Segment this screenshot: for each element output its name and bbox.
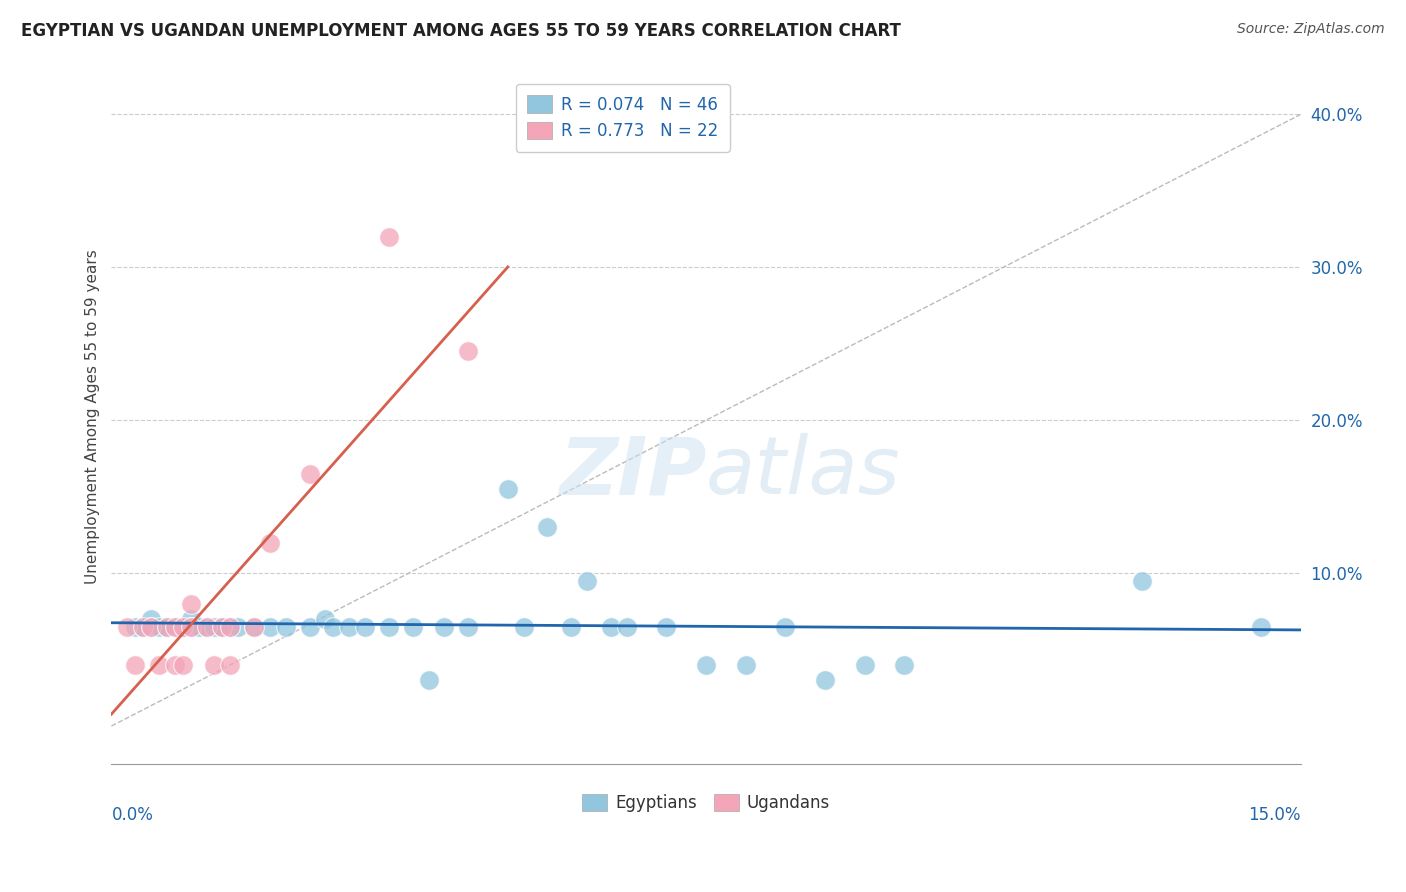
Point (139, 612, 162, 626)
Point (132, 620, 155, 634)
Point (156, 620, 179, 634)
Point (117, 620, 139, 634)
Point (655, 620, 678, 634)
Point (243, 620, 266, 634)
Point (139, 620, 162, 634)
Point (457, 344, 479, 359)
Point (734, 657, 756, 672)
Point (576, 574, 599, 588)
Point (148, 657, 170, 672)
Point (172, 657, 194, 672)
Point (187, 620, 209, 634)
Point (433, 620, 456, 634)
Point (457, 620, 479, 634)
Point (402, 620, 425, 634)
Text: 15.0%: 15.0% (1249, 806, 1301, 824)
Point (172, 620, 194, 634)
Point (195, 620, 218, 634)
Point (259, 535, 281, 549)
Point (211, 620, 233, 634)
Point (1250, 620, 1272, 634)
Point (204, 657, 226, 672)
Point (211, 620, 233, 634)
Point (172, 620, 194, 634)
Point (163, 620, 186, 634)
Point (599, 620, 621, 634)
Point (259, 620, 281, 634)
Point (337, 620, 360, 634)
Point (378, 620, 401, 634)
Point (418, 673, 440, 688)
Legend: Egyptians, Ugandans: Egyptians, Ugandans (575, 787, 837, 819)
Point (512, 620, 534, 634)
Point (496, 482, 519, 496)
Point (1130, 574, 1153, 588)
Point (132, 620, 155, 634)
Point (180, 597, 202, 611)
Point (695, 657, 717, 672)
Point (219, 657, 242, 672)
Point (195, 620, 218, 634)
Point (124, 620, 146, 634)
Point (322, 620, 344, 634)
Point (156, 620, 179, 634)
Point (560, 620, 582, 634)
Point (814, 673, 837, 688)
Point (139, 620, 162, 634)
Point (354, 620, 377, 634)
Point (180, 620, 202, 634)
Y-axis label: Unemployment Among Ages 55 to 59 years: Unemployment Among Ages 55 to 59 years (86, 249, 100, 583)
Point (536, 520, 558, 534)
Point (124, 657, 146, 672)
Point (298, 620, 321, 634)
Text: Source: ZipAtlas.com: Source: ZipAtlas.com (1237, 22, 1385, 37)
Point (180, 620, 202, 634)
Point (274, 620, 297, 634)
Point (243, 620, 266, 634)
Point (163, 620, 186, 634)
Text: EGYPTIAN VS UGANDAN UNEMPLOYMENT AMONG AGES 55 TO 59 YEARS CORRELATION CHART: EGYPTIAN VS UGANDAN UNEMPLOYMENT AMONG A… (21, 22, 901, 40)
Point (219, 620, 242, 634)
Point (219, 620, 242, 634)
Point (204, 620, 226, 634)
Point (180, 612, 202, 626)
Point (298, 467, 321, 481)
Point (314, 612, 336, 626)
Point (775, 620, 797, 634)
Point (853, 657, 876, 672)
Point (616, 620, 638, 634)
Point (893, 657, 915, 672)
Point (180, 620, 202, 634)
Text: 0.0%: 0.0% (111, 806, 153, 824)
Point (163, 657, 186, 672)
Text: ZIP: ZIP (558, 433, 706, 511)
Point (226, 620, 249, 634)
Text: atlas: atlas (706, 433, 901, 511)
Point (148, 620, 170, 634)
Point (378, 229, 401, 244)
